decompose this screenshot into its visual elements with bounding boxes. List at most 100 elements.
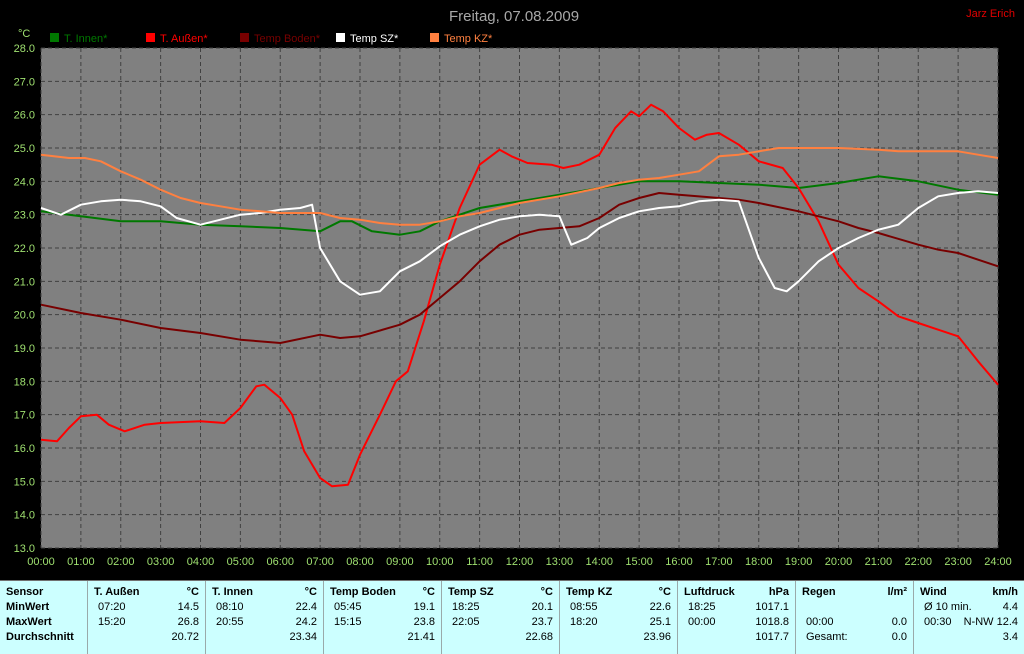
stats-column: Sensor MinWert MaxWert Durchschnitt bbox=[0, 581, 88, 654]
series-line-0 bbox=[40, 175, 999, 236]
stats-value: 22.6 bbox=[649, 601, 671, 613]
stats-time: 18:25 bbox=[688, 601, 716, 613]
stats-value: 23.7 bbox=[531, 616, 553, 628]
legend: T. Innen* T. Außen* Temp Boden* Temp SZ* Tem… bbox=[50, 33, 493, 45]
author-label: Jarz Erich bbox=[966, 8, 1015, 20]
stats-value: 26.8 bbox=[177, 616, 199, 628]
y-axis-unit: °C bbox=[18, 28, 30, 40]
x-tick-label: 17:00 bbox=[705, 556, 733, 568]
stats-value: 25.1 bbox=[649, 616, 671, 628]
stats-header-name: T. Innen bbox=[212, 586, 253, 598]
y-tick-label: 28.0 bbox=[14, 43, 35, 55]
x-tick-label: 10:00 bbox=[426, 556, 454, 568]
stats-value: 14.5 bbox=[177, 601, 199, 613]
stats-value: 24.2 bbox=[295, 616, 317, 628]
y-tick-label: 20.0 bbox=[14, 310, 35, 322]
stats-column: Temp Boden °C 05:45 19.1 15:15 23.8 21.41 bbox=[324, 581, 442, 654]
legend-swatch bbox=[50, 33, 59, 42]
stats-value: 0.0 bbox=[891, 616, 907, 628]
y-tick-label: 21.0 bbox=[14, 276, 35, 288]
y-tick-label: 13.0 bbox=[14, 543, 35, 555]
stats-header-name: Temp SZ bbox=[448, 586, 494, 598]
x-tick-label: 15:00 bbox=[625, 556, 653, 568]
series-lines bbox=[40, 103, 999, 488]
x-tick-label: 05:00 bbox=[227, 556, 255, 568]
stats-header-name: Wind bbox=[920, 586, 947, 598]
stats-value: 21.41 bbox=[407, 631, 435, 643]
stats-value: 20.72 bbox=[171, 631, 199, 643]
temperature-chart: Freitag, 07.08.2009 Jarz Erich °C T. Inn… bbox=[13, 8, 1015, 568]
stats-row-label: MinWert bbox=[6, 601, 50, 613]
stats-time: 00:30 bbox=[924, 616, 952, 628]
x-tick-label: 16:00 bbox=[665, 556, 693, 568]
stats-header-name: Temp KZ bbox=[566, 586, 613, 598]
legend-swatch bbox=[430, 33, 439, 42]
series-line-4 bbox=[40, 147, 999, 226]
x-tick-label: 06:00 bbox=[266, 556, 294, 568]
stats-value: 0.0 bbox=[891, 631, 907, 643]
legend-swatch bbox=[240, 33, 249, 42]
x-tick-label: 20:00 bbox=[825, 556, 853, 568]
x-tick-label: 13:00 bbox=[546, 556, 574, 568]
stats-time: 05:45 bbox=[334, 601, 362, 613]
y-tick-label: 27.0 bbox=[14, 76, 35, 88]
stats-value: 1018.8 bbox=[755, 616, 789, 628]
stats-column: Temp SZ °C 18:25 20.1 22:05 23.7 22.68 bbox=[442, 581, 560, 654]
stats-column: T. Innen °C 08:10 22.4 20:55 24.2 23.34 bbox=[206, 581, 324, 654]
stats-header-name: Luftdruck bbox=[684, 586, 735, 598]
stats-time: 00:00 bbox=[688, 616, 716, 628]
x-axis-ticks: 00:00 01:00 02:00 03:00 04:00 05:00 06:00 07:00… bbox=[27, 556, 1012, 568]
stats-header-unit: °C bbox=[658, 586, 671, 598]
stats-row-label: Durchschnitt bbox=[6, 631, 74, 643]
stats-time: 18:25 bbox=[452, 601, 480, 613]
stats-value: 23.96 bbox=[643, 631, 671, 643]
stats-value: N-NW 12.4 bbox=[963, 616, 1018, 628]
legend-label: T. Innen* bbox=[64, 33, 108, 45]
stats-value: 22.68 bbox=[525, 631, 553, 643]
x-tick-label: 00:00 bbox=[27, 556, 55, 568]
series-line-3 bbox=[40, 190, 999, 296]
stats-value: 3.4 bbox=[1002, 631, 1018, 643]
y-axis-ticks: 13.0 14.0 15.0 16.0 17.0 18.0 19.0 20.0 21.0 22.0… bbox=[14, 43, 35, 555]
stats-column: Luftdruck hPa 18:25 1017.1 00:00 1018.8 1017.7 bbox=[678, 581, 796, 654]
x-tick-label: 12:00 bbox=[506, 556, 534, 568]
stats-value: 23.34 bbox=[289, 631, 317, 643]
legend-label: Temp KZ* bbox=[444, 33, 493, 45]
stats-value: 1017.1 bbox=[755, 601, 789, 613]
stats-header-name: Temp Boden bbox=[330, 586, 396, 598]
series-line-2 bbox=[40, 192, 999, 344]
statistics-table: Sensor MinWert MaxWert Durchschnitt T. Außen… bbox=[0, 580, 1024, 654]
legend-label: Temp SZ* bbox=[350, 33, 399, 45]
x-tick-label: 02:00 bbox=[107, 556, 135, 568]
stats-value: 19.1 bbox=[413, 601, 435, 613]
legend-swatch bbox=[146, 33, 155, 42]
stats-column: Wind km/h Ø 10 min. 4.4 00:30 N-NW 12.4 3.4 bbox=[914, 581, 1024, 654]
y-tick-label: 26.0 bbox=[14, 110, 35, 122]
x-tick-label: 23:00 bbox=[944, 556, 972, 568]
stats-header-unit: km/h bbox=[992, 586, 1018, 598]
stats-header-name: T. Außen bbox=[94, 586, 140, 598]
stats-time: 07:20 bbox=[98, 601, 126, 613]
stats-header-name: Regen bbox=[802, 586, 836, 598]
stats-time: Ø 10 min. bbox=[924, 601, 972, 613]
x-tick-label: 24:00 bbox=[984, 556, 1012, 568]
grid-lines bbox=[40, 47, 999, 549]
x-tick-label: 08:00 bbox=[346, 556, 374, 568]
y-tick-label: 19.0 bbox=[14, 343, 35, 355]
plot-area bbox=[41, 48, 998, 548]
stats-time: 15:15 bbox=[334, 616, 362, 628]
x-tick-label: 01:00 bbox=[67, 556, 95, 568]
y-tick-label: 23.0 bbox=[14, 210, 35, 222]
stats-time: 18:20 bbox=[570, 616, 598, 628]
legend-swatch bbox=[336, 33, 345, 42]
stats-time: 00:00 bbox=[806, 616, 834, 628]
stats-header-unit: °C bbox=[422, 586, 435, 598]
stats-time: Gesamt: bbox=[806, 631, 848, 643]
x-tick-label: 04:00 bbox=[187, 556, 215, 568]
x-tick-label: 07:00 bbox=[306, 556, 334, 568]
legend-label: Temp Boden* bbox=[254, 33, 321, 45]
legend-label: T. Außen* bbox=[160, 33, 208, 45]
x-tick-label: 11:00 bbox=[466, 556, 493, 568]
y-tick-label: 18.0 bbox=[14, 376, 35, 388]
x-tick-label: 21:00 bbox=[865, 556, 893, 568]
